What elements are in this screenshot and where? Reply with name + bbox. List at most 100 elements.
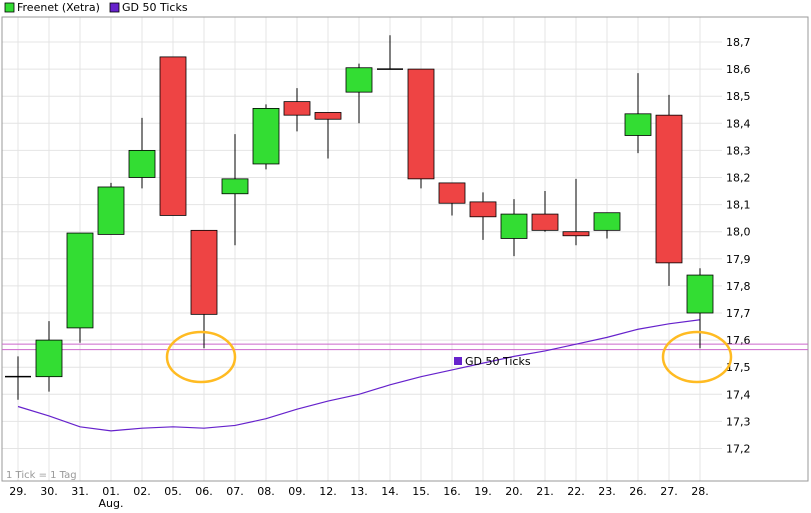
candle: [531, 191, 559, 232]
y-tick-label: 17,8: [726, 280, 751, 293]
highlight-ellipse: [661, 330, 733, 384]
candle-body-up: [686, 274, 714, 314]
legend-swatch-gd50: [109, 2, 120, 13]
candle: [624, 73, 652, 154]
x-tick-label: 07.: [226, 485, 244, 498]
x-tick-label: 12.: [319, 485, 337, 498]
candle-body-down: [655, 114, 683, 264]
x-tick-label: 09.: [288, 485, 306, 498]
horizontal-lines: [2, 343, 808, 351]
x-tick-label: 21.: [536, 485, 554, 498]
candle: [252, 104, 280, 170]
y-tick-label: 18,7: [726, 36, 751, 49]
candle: [655, 94, 683, 286]
candle: [35, 321, 63, 392]
candle-body-down: [562, 231, 590, 237]
candle: [438, 182, 466, 216]
y-axis: 17,2 17,3 17,4 17,5 17,6 17,7 17,8 17,9 18,0 18,1…: [726, 36, 751, 456]
candle: [593, 212, 621, 239]
x-tick-label: 08.: [257, 485, 275, 498]
x-tick-label: 01.: [102, 485, 120, 498]
y-tick-label: 17,3: [726, 415, 751, 428]
indicator-tag-swatch: [454, 357, 462, 365]
candle-body-up: [500, 213, 528, 239]
scale-note: 1 Tick = 1 Tag: [6, 470, 77, 481]
candle-body-down: [531, 213, 559, 231]
y-tick-label: 18,0: [726, 226, 751, 239]
candle: [686, 268, 714, 349]
candle: [190, 229, 218, 349]
gd50-line: [17, 319, 701, 432]
plot-frame: [1, 16, 809, 482]
candle: [97, 182, 125, 235]
candle-body-up: [128, 149, 156, 178]
x-tick-label: 02.: [133, 485, 151, 498]
x-tick-label: 27.: [660, 485, 678, 498]
candle: [377, 35, 403, 70]
candle: [66, 232, 94, 343]
candle: [500, 199, 528, 257]
candle-body-down: [407, 68, 435, 180]
candle-body-up: [345, 67, 373, 93]
candle: [562, 178, 590, 246]
y-tick-label: 17,7: [726, 307, 751, 320]
x-tick-label: 06.: [195, 485, 213, 498]
highlight-ellipses: [165, 330, 733, 384]
candle-body-up: [66, 232, 94, 329]
x-tick-label: 29.: [9, 485, 27, 498]
candle: [159, 56, 187, 216]
x-tick-sublabel: Aug.: [99, 497, 124, 510]
indicator-tag: GD 50 Ticks: [454, 355, 531, 368]
x-tick-label: 20.: [505, 485, 523, 498]
y-tick-label: 17,9: [726, 253, 751, 266]
candle-body-down: [438, 182, 466, 204]
y-tick-label: 18,1: [726, 199, 751, 212]
candle-body-down: [159, 56, 187, 216]
x-tick-label: 19.: [474, 485, 492, 498]
candle: [469, 192, 497, 240]
x-tick-label: 31.: [71, 485, 89, 498]
candle-body-down: [314, 112, 342, 120]
indicator-tag-label: GD 50 Ticks: [465, 355, 531, 368]
x-tick-label: 13.: [350, 485, 368, 498]
legend: Freenet (Xetra) GD 50 Ticks: [4, 1, 188, 14]
candle-body-up: [252, 107, 280, 165]
candle: [128, 117, 156, 189]
candle-body-down: [283, 101, 311, 116]
candle-body-up: [35, 339, 63, 378]
x-tick-label: 28.: [691, 485, 709, 498]
candle-body-up: [624, 113, 652, 136]
gd50-indicator: [17, 319, 701, 432]
candle-body-up: [593, 212, 621, 231]
legend-label-price: Freenet (Xetra): [17, 1, 100, 14]
y-tick-label: 18,6: [726, 63, 751, 76]
candle: [314, 112, 342, 159]
y-tick-label: 17,4: [726, 388, 751, 401]
y-tick-label: 18,2: [726, 172, 751, 185]
y-tick-label: 18,3: [726, 144, 751, 157]
candle: [283, 88, 311, 132]
y-tick-label: 18,5: [726, 90, 751, 103]
grid: [2, 17, 722, 481]
candle: [345, 63, 373, 124]
candles: [5, 35, 714, 400]
candle-body-down: [190, 229, 218, 315]
candle-body-down: [469, 201, 497, 218]
legend-label-gd50: GD 50 Ticks: [122, 1, 188, 14]
x-tick-label: 05.: [164, 485, 182, 498]
x-tick-label: 26.: [629, 485, 647, 498]
candle: [221, 134, 249, 246]
y-tick-label: 18,4: [726, 117, 751, 130]
highlight-ellipse: [165, 330, 237, 384]
candle-body-up: [97, 186, 125, 235]
candle-body-up: [221, 178, 249, 195]
candle: [5, 356, 31, 400]
x-tick-label: 16.: [443, 485, 461, 498]
x-tick-label: 30.: [40, 485, 58, 498]
x-axis: 29. 30. 31. 01. 02. 05. 06. 07. 08. 09. 12. 13. 14. 1…: [9, 485, 709, 510]
x-tick-label: 23.: [598, 485, 616, 498]
x-tick-label: 22.: [567, 485, 585, 498]
y-tick-label: 17,5: [726, 361, 751, 374]
legend-swatch-price: [4, 2, 15, 13]
